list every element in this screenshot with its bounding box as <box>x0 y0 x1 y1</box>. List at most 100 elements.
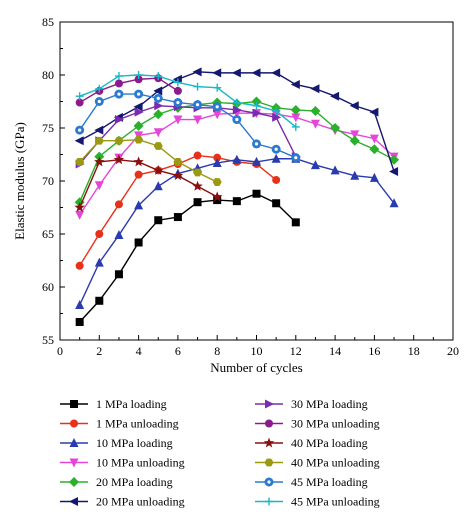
data-point <box>134 71 143 79</box>
x-tick-label: 8 <box>214 344 220 358</box>
data-point <box>134 75 143 84</box>
data-point <box>212 178 222 186</box>
data-point <box>350 130 360 140</box>
data-point <box>211 191 223 202</box>
data-point <box>193 115 203 125</box>
marker-core <box>156 96 160 100</box>
data-point <box>173 158 183 166</box>
y-axis-title: Elastic modulus (GPa) <box>12 122 27 240</box>
data-point <box>310 106 321 117</box>
data-point <box>272 175 281 184</box>
x-tick-label: 18 <box>408 344 420 358</box>
series-line <box>79 105 297 165</box>
y-tick-label: 75 <box>42 121 54 135</box>
x-tick-label: 12 <box>290 344 302 358</box>
data-point <box>291 218 300 227</box>
legend-item: 40 MPa unloading <box>255 456 380 470</box>
data-point <box>330 123 341 133</box>
legend-item: 45 MPa loading <box>255 475 368 489</box>
data-point <box>369 172 379 182</box>
data-point <box>114 89 124 99</box>
data-point <box>154 101 164 111</box>
data-point <box>193 100 203 110</box>
legend-label: 20 MPa loading <box>96 475 173 489</box>
plot-frame <box>59 21 454 341</box>
data-point <box>213 196 222 205</box>
data-point <box>369 134 379 144</box>
data-point <box>232 115 242 125</box>
data-point <box>75 125 85 135</box>
legend-marker <box>265 419 273 428</box>
data-point <box>75 261 84 270</box>
marker-core <box>195 103 200 107</box>
series-line <box>79 158 395 306</box>
marker-core <box>274 147 278 151</box>
data-point <box>369 107 379 117</box>
data-point <box>272 112 282 122</box>
legend-item: 20 MPa unloading <box>60 495 185 509</box>
y-tick-label: 65 <box>42 227 54 241</box>
data-point <box>134 170 143 179</box>
legend-item: 1 MPa loading <box>60 397 167 411</box>
data-point <box>95 230 104 238</box>
data-point <box>94 156 105 167</box>
y-tick-label: 70 <box>42 174 54 188</box>
legend-marker <box>265 399 274 409</box>
marker-core <box>254 142 259 146</box>
series-line <box>79 74 297 128</box>
data-point <box>114 270 123 279</box>
data-point <box>153 86 163 96</box>
data-point <box>272 199 281 208</box>
marker-core <box>267 480 271 484</box>
data-point <box>252 101 261 110</box>
data-point <box>251 68 261 78</box>
data-point <box>94 125 104 135</box>
legend-item: 20 MPa loading <box>60 475 173 489</box>
marker-core <box>78 128 82 132</box>
data-point <box>252 139 261 149</box>
series-5 <box>74 67 399 176</box>
data-point <box>252 108 262 118</box>
marker-core <box>97 99 101 104</box>
data-point <box>213 153 222 162</box>
data-point <box>290 80 300 90</box>
data-point <box>134 89 144 99</box>
data-point <box>271 144 281 154</box>
data-point <box>291 153 301 163</box>
x-tick-label: 0 <box>57 344 63 358</box>
axes: 0 2 4 6 8 10 12 14 16 18 20 55 60 65 70 75 80 85 <box>42 15 459 358</box>
legend-label: 45 MPa unloading <box>291 495 380 509</box>
data-point <box>232 197 241 206</box>
legend-label: 10 MPa loading <box>96 436 173 450</box>
data-point <box>153 181 163 191</box>
data-point <box>94 97 104 106</box>
data-point <box>153 142 163 150</box>
x-tick-label: 14 <box>329 344 341 358</box>
data-point <box>153 93 163 103</box>
data-point <box>212 102 222 112</box>
legend-marker <box>264 477 274 487</box>
data-point <box>153 164 164 175</box>
legend-marker <box>70 419 78 428</box>
data-point <box>252 156 261 166</box>
data-point <box>134 200 144 210</box>
data-point <box>75 210 85 220</box>
data-point <box>349 135 360 146</box>
data-point <box>271 68 281 78</box>
data-point <box>134 135 144 144</box>
legend-label: 45 MPa loading <box>291 475 368 489</box>
legend-label: 40 MPa loading <box>291 436 368 450</box>
data-point <box>134 238 143 247</box>
data-point <box>74 136 84 146</box>
data-point <box>114 79 123 88</box>
legend-label: 40 MPa unloading <box>291 456 380 470</box>
data-point <box>94 257 104 267</box>
data-point <box>75 317 84 326</box>
y-tick-label: 85 <box>42 15 54 29</box>
legend-item: 10 MPa unloading <box>60 456 185 470</box>
legend-marker <box>70 400 78 408</box>
legend-label: 1 MPa loading <box>96 397 167 411</box>
data-point <box>310 119 320 129</box>
legend-marker <box>69 497 78 506</box>
